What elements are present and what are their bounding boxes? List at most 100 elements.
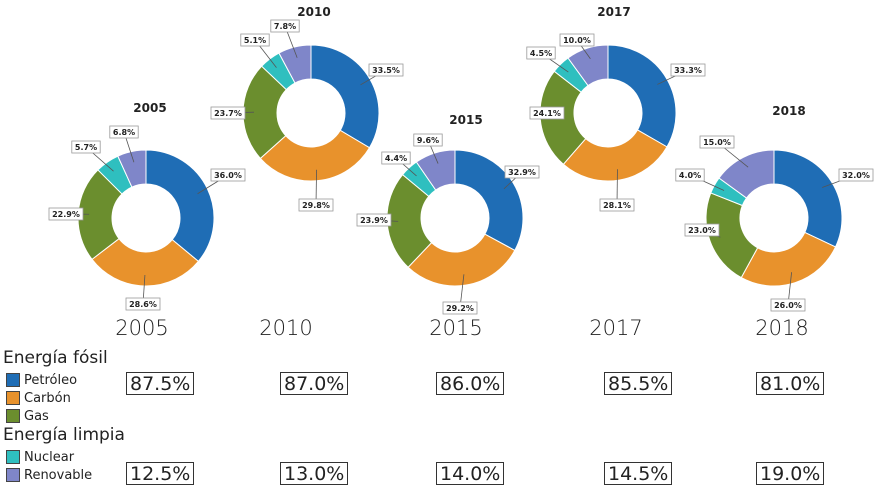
data-label-box-carbon-2005 bbox=[125, 297, 161, 311]
data-label-nuclear-2010: 5.1% bbox=[244, 36, 266, 45]
slice-carbon-2017 bbox=[562, 129, 668, 182]
data-label-box-nuclear-2018 bbox=[675, 168, 705, 182]
slice-petroleo-2010 bbox=[310, 44, 380, 149]
donut-chart-2017: 2017 33.3% 28.1% 24.1% 4.5% 10.0% bbox=[526, 5, 706, 212]
chart-title-2017: 2017 bbox=[597, 5, 630, 19]
clean-total-2005: 12.5% bbox=[126, 462, 194, 485]
data-label-carbon-2015: 29.2% bbox=[446, 304, 474, 313]
data-label-nuclear-2017: 4.5% bbox=[530, 49, 552, 58]
data-label-renovable-2018: 15.0% bbox=[703, 138, 731, 147]
data-label-box-petroleo-2005 bbox=[210, 168, 246, 182]
data-label-gas-2017: 24.1% bbox=[533, 109, 561, 118]
data-label-gas-2015: 23.9% bbox=[360, 216, 388, 225]
data-label-box-carbon-2018 bbox=[770, 298, 806, 312]
data-label-box-gas-2005 bbox=[48, 207, 84, 221]
fossil-total-2005: 87.5% bbox=[126, 372, 194, 395]
year-label-2015: 2015 bbox=[429, 316, 483, 340]
data-label-box-carbon-2017 bbox=[599, 198, 635, 212]
data-label-nuclear-2005: 5.7% bbox=[75, 143, 97, 152]
chart-title-2005: 2005 bbox=[133, 101, 166, 115]
data-label-petroleo-2018: 32.0% bbox=[842, 171, 870, 180]
data-label-petroleo-2015: 32.9% bbox=[508, 168, 536, 177]
slice-carbon-2005 bbox=[91, 237, 200, 287]
year-label-2017: 2017 bbox=[589, 316, 643, 340]
data-label-box-carbon-2010 bbox=[298, 198, 334, 212]
swatch-carbon bbox=[6, 391, 20, 405]
fossil-total-2015: 86.0% bbox=[436, 372, 504, 395]
legend-item-carbon: Carbón bbox=[6, 390, 71, 406]
donut-chart-2015: 2015 32.9% 29.2% 23.9% 4.4% 9.6% bbox=[356, 113, 540, 315]
data-label-box-nuclear-2010 bbox=[240, 33, 270, 47]
legend-item-petroleo: Petróleo bbox=[6, 372, 77, 388]
data-label-box-nuclear-2015 bbox=[381, 151, 411, 165]
data-label-box-petroleo-2017 bbox=[670, 63, 706, 77]
data-label-carbon-2005: 28.6% bbox=[129, 300, 157, 309]
donut-chart-2005: 2005 36.0% 28.6% 22.9% 5.7% 6.8% bbox=[48, 101, 246, 311]
data-label-petroleo-2017: 33.3% bbox=[674, 66, 702, 75]
data-label-box-gas-2018 bbox=[684, 223, 720, 237]
legend-label-petroleo: Petróleo bbox=[24, 372, 78, 388]
legend-item-renovable: Renovable bbox=[6, 467, 92, 483]
chart-title-2018: 2018 bbox=[772, 104, 805, 118]
swatch-gas bbox=[6, 409, 20, 423]
data-label-nuclear-2015: 4.4% bbox=[385, 154, 407, 163]
data-label-box-nuclear-2017 bbox=[526, 46, 556, 60]
slice-petroleo-2005 bbox=[145, 149, 215, 263]
swatch-renovable bbox=[6, 468, 20, 482]
data-label-box-gas-2010 bbox=[210, 106, 246, 120]
legend-item-nuclear: Nuclear bbox=[6, 449, 74, 465]
chart-title-2015: 2015 bbox=[449, 113, 482, 127]
data-label-gas-2010: 23.7% bbox=[214, 109, 242, 118]
legend-label-gas: Gas bbox=[24, 408, 49, 424]
donut-chart-2010: 2010 33.5% 29.8% 23.7% 5.1% 7.8% bbox=[210, 5, 404, 212]
year-label-2010: 2010 bbox=[259, 316, 313, 340]
slice-renovable-2017 bbox=[567, 44, 609, 87]
legend-label-renovable: Renovable bbox=[24, 467, 93, 483]
data-label-nuclear-2018: 4.0% bbox=[679, 171, 701, 180]
data-label-box-petroleo-2015 bbox=[504, 165, 540, 179]
slice-renovable-2005 bbox=[117, 149, 147, 188]
fossil-energy-title: Energía fósil bbox=[3, 348, 108, 368]
clean-total-2015: 14.0% bbox=[436, 462, 504, 485]
fossil-total-2018: 81.0% bbox=[756, 372, 824, 395]
fossil-total-2010: 87.0% bbox=[280, 372, 348, 395]
slice-renovable-2015 bbox=[415, 149, 456, 191]
data-label-box-renovable-2017 bbox=[559, 33, 595, 47]
data-label-carbon-2010: 29.8% bbox=[302, 201, 330, 210]
data-label-box-gas-2015 bbox=[356, 213, 392, 227]
clean-total-2010: 13.0% bbox=[280, 462, 348, 485]
legend-label-carbon: Carbón bbox=[24, 390, 71, 406]
fossil-total-2017: 85.5% bbox=[604, 372, 672, 395]
chart-title-2010: 2010 bbox=[297, 5, 330, 19]
data-label-box-renovable-2005 bbox=[109, 125, 139, 139]
swatch-nuclear bbox=[6, 450, 20, 464]
slice-renovable-2010 bbox=[278, 44, 312, 84]
legend-label-nuclear: Nuclear bbox=[24, 449, 75, 465]
data-label-renovable-2017: 10.0% bbox=[563, 36, 591, 45]
data-label-petroleo-2005: 36.0% bbox=[214, 171, 242, 180]
year-label-2018: 2018 bbox=[755, 316, 809, 340]
slice-carbon-2018 bbox=[740, 231, 837, 287]
data-label-box-carbon-2015 bbox=[442, 301, 478, 315]
slice-renovable-2018 bbox=[718, 149, 775, 199]
donut-chart-2018: 2018 32.0% 26.0% 23.0% 4.0% 15.0% bbox=[675, 104, 874, 312]
slice-petroleo-2017 bbox=[607, 44, 677, 148]
data-label-carbon-2017: 28.1% bbox=[603, 201, 631, 210]
donut-charts: 2005 36.0% 28.6% 22.9% 5.7% 6.8% 2010 33.5% 29.8… bbox=[48, 5, 874, 315]
data-label-box-renovable-2015 bbox=[413, 133, 443, 147]
data-label-box-petroleo-2010 bbox=[368, 63, 404, 77]
data-label-box-petroleo-2018 bbox=[838, 168, 874, 182]
clean-energy-title: Energía limpia bbox=[3, 425, 125, 445]
data-label-carbon-2018: 26.0% bbox=[774, 301, 802, 310]
clean-total-2017: 14.5% bbox=[604, 462, 672, 485]
data-label-box-renovable-2010 bbox=[270, 19, 300, 33]
clean-total-2018: 19.0% bbox=[756, 462, 824, 485]
data-label-box-renovable-2018 bbox=[699, 135, 735, 149]
swatch-petroleo bbox=[6, 373, 20, 387]
data-label-gas-2005: 22.9% bbox=[52, 210, 80, 219]
slice-carbon-2015 bbox=[407, 233, 516, 287]
slice-carbon-2010 bbox=[259, 129, 371, 182]
slice-petroleo-2015 bbox=[454, 149, 524, 252]
slice-petroleo-2018 bbox=[773, 149, 843, 248]
data-label-renovable-2010: 7.8% bbox=[274, 22, 296, 31]
